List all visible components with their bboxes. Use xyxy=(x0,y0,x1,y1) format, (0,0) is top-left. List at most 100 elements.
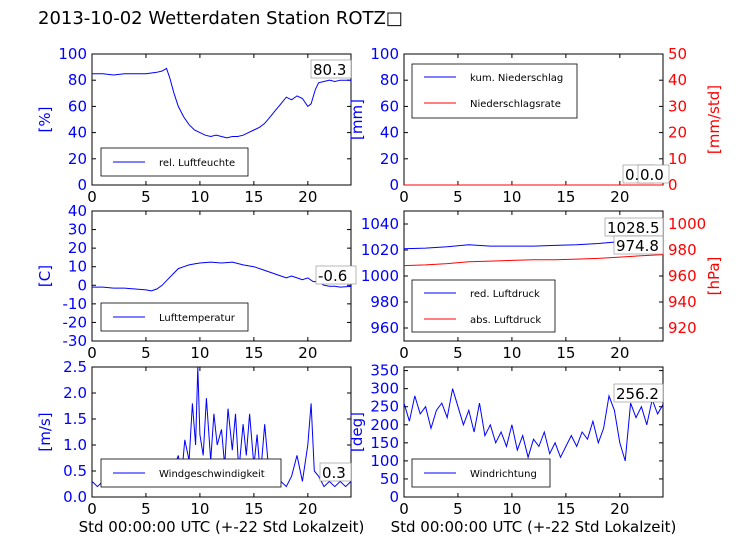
y-tick-label: -30 xyxy=(63,332,88,350)
x-tick-label: 15 xyxy=(556,188,575,206)
x-tick-label: 5 xyxy=(453,188,463,206)
y-tick-label: 80 xyxy=(380,71,399,89)
y-tick-label: 960 xyxy=(370,319,399,337)
y-tick-label: -20 xyxy=(63,313,88,331)
figure-title: 2013-10-02 Wetterdaten Station ROTZ□ xyxy=(38,8,403,29)
y-tick-label: 60 xyxy=(380,97,399,115)
panel-precipitation: 0 5 10 15 20 0 20 40 60 80 100 0 10 20 30 40 50 [mm] [mm/s… xyxy=(348,45,723,206)
x-tick-label: 20 xyxy=(298,344,317,362)
value-annotation: 1028.5 xyxy=(607,219,660,237)
value-annotation-box xyxy=(613,235,664,255)
y-right-tick-label: 920 xyxy=(668,319,697,337)
y-tick-label: 150 xyxy=(370,434,399,452)
legend-label: rel. Luftfeuchte xyxy=(159,158,235,169)
series-line xyxy=(403,254,664,267)
value-annotation: 80.3 xyxy=(313,61,346,79)
y-tick-label: 0.5 xyxy=(63,462,87,480)
x-tick-label: 0 xyxy=(399,188,409,206)
y-right-axis-label: [hPa] xyxy=(705,257,723,296)
x-tick-label: 0 xyxy=(87,500,97,518)
x-tick-label: 15 xyxy=(556,344,575,362)
y-tick-label: 350 xyxy=(370,362,399,380)
legend: kum. Niederschlag Niederschlagsrate xyxy=(411,63,578,119)
x-tick-label: 5 xyxy=(453,500,463,518)
y-tick-label: 980 xyxy=(370,293,399,311)
legend-box xyxy=(411,63,578,119)
y-right-tick-label: 980 xyxy=(668,241,697,259)
y-tick-label: 30 xyxy=(68,221,87,239)
legend-label: Windgeschwindigkeit xyxy=(159,469,265,480)
y-axis-label: [m/s] xyxy=(36,412,54,451)
legend-box xyxy=(411,458,551,488)
y-axis-label: [deg] xyxy=(348,412,366,452)
x-tick-label: 5 xyxy=(453,344,463,362)
x-tick-label: 10 xyxy=(502,188,521,206)
x-tick-label: 10 xyxy=(190,344,209,362)
legend: red. Luftdruck abs. Luftdruck xyxy=(411,279,556,333)
y-axis-label: [%] xyxy=(36,107,54,133)
legend-box xyxy=(411,279,556,333)
x-tick-label: 5 xyxy=(141,500,151,518)
x-tick-label: 10 xyxy=(190,188,209,206)
y-tick-label: 0 xyxy=(389,488,399,506)
y-tick-label: 300 xyxy=(370,380,399,398)
y-tick-label: 1.5 xyxy=(63,410,87,428)
x-tick-label: 0 xyxy=(87,344,97,362)
y-right-tick-label: 10 xyxy=(668,150,687,168)
series-line xyxy=(92,67,351,139)
y-right-tick-label: 50 xyxy=(668,45,687,63)
x-axis-label: Std 00:00:00 UTC (+-22 Std Lokalzeit) xyxy=(79,518,365,536)
x-tick-label: 20 xyxy=(298,188,317,206)
y-axis-label: [mm] xyxy=(348,99,366,140)
value-annotation-box xyxy=(315,265,357,285)
y-tick-label: 60 xyxy=(68,97,87,115)
y-tick-label: -10 xyxy=(63,295,88,313)
value-annotation-box xyxy=(613,383,664,403)
y-right-tick-label: 30 xyxy=(668,97,687,115)
y-tick-label: 80 xyxy=(68,71,87,89)
y-tick-label: 20 xyxy=(68,239,87,257)
y-right-tick-label: 0 xyxy=(668,176,678,194)
y-right-tick-label: 940 xyxy=(668,293,697,311)
x-axis-label: Std 00:00:00 UTC (+-22 Std Lokalzeit) xyxy=(391,518,677,536)
x-tick-label: 15 xyxy=(244,500,263,518)
x-tick-label: 20 xyxy=(298,500,317,518)
x-tick-label: 20 xyxy=(610,188,629,206)
y-right-tick-label: 960 xyxy=(668,267,697,285)
y-tick-label: 40 xyxy=(380,124,399,142)
panel-humidity: 0 5 10 15 20 0 20 40 60 80 100 [%] rel. Luftfeuchte 8… xyxy=(36,45,352,206)
x-tick-label: 0 xyxy=(87,188,97,206)
y-right-tick-label: 1000 xyxy=(668,215,706,233)
legend: Lufttemperatur xyxy=(100,302,249,332)
legend-label: Lufttemperatur xyxy=(159,313,236,324)
y-tick-label: 100 xyxy=(370,45,399,63)
legend-label: abs. Luftdruck xyxy=(470,315,541,326)
x-tick-label: 10 xyxy=(502,500,521,518)
x-tick-label: 10 xyxy=(190,500,209,518)
y-tick-label: 0.0 xyxy=(63,488,87,506)
x-tick-label: 0 xyxy=(399,344,409,362)
x-tick-label: 20 xyxy=(610,500,629,518)
y-tick-label: 10 xyxy=(68,258,87,276)
y-axis-label: [C] xyxy=(36,265,54,287)
y-tick-label: 1000 xyxy=(361,267,399,285)
y-tick-label: 1020 xyxy=(361,241,399,259)
y-tick-label: 40 xyxy=(68,202,87,220)
y-tick-label: 2.0 xyxy=(63,384,87,402)
y-right-axis-label: [mm/std] xyxy=(705,85,723,154)
y-tick-label: 20 xyxy=(68,150,87,168)
x-tick-label: 10 xyxy=(502,344,521,362)
legend-label: Windrichtung xyxy=(470,469,537,480)
x-tick-label: 15 xyxy=(244,344,263,362)
y-tick-label: 20 xyxy=(380,150,399,168)
value-annotation: 974.8 xyxy=(616,237,659,255)
y-tick-label: 100 xyxy=(58,45,87,63)
y-tick-label: 1.0 xyxy=(63,436,87,454)
y-tick-label: 0 xyxy=(389,176,399,194)
x-tick-label: 20 xyxy=(610,344,629,362)
panel-temperature: 0 5 10 15 20-30-20-10010203040[C]Lufttempera… xyxy=(36,202,357,362)
value-annotation-box xyxy=(637,164,670,184)
legend: rel. Luftfeuchte xyxy=(100,147,249,177)
value-annotation: 256.2 xyxy=(616,385,659,403)
